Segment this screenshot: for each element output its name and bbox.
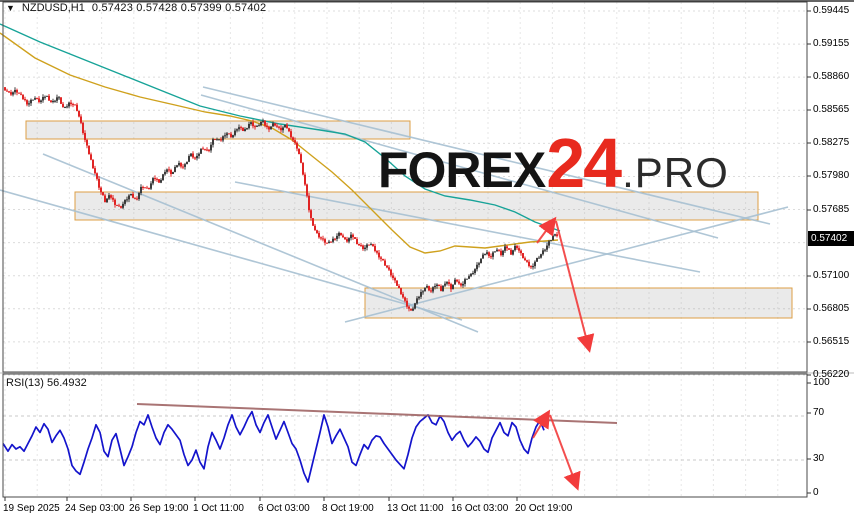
time-axis-label: 24 Sep 03:00 bbox=[65, 503, 125, 514]
symbol-dropdown-icon[interactable]: ▼ bbox=[6, 3, 15, 13]
time-axis-label: 20 Oct 19:00 bbox=[515, 503, 573, 514]
logo-text-pro: .PRO bbox=[622, 149, 729, 196]
forex24-logo: FOREX 24 .PRO bbox=[378, 128, 729, 198]
rsi-axis-label: 30 bbox=[813, 453, 825, 464]
ohlc-quote: 0.57423 0.57428 0.57399 0.57402 bbox=[91, 2, 267, 14]
time-axis-label: 13 Oct 11:00 bbox=[387, 503, 444, 514]
rsi-axis-label: 70 bbox=[813, 407, 825, 418]
price-axis-label: 0.57980 bbox=[813, 170, 850, 181]
time-axis-label: 16 Oct 03:00 bbox=[451, 503, 509, 514]
price-axis-label: 0.56515 bbox=[813, 336, 850, 347]
price-axis-label: 0.56220 bbox=[813, 369, 850, 380]
time-axis-label: 1 Oct 11:00 bbox=[193, 503, 244, 514]
price-axis-label: 0.57685 bbox=[813, 204, 850, 215]
symbol-info: ▼ NZDUSD,H1 0.57423 0.57428 0.57399 0.57… bbox=[6, 2, 266, 14]
price-axis-label: 0.56805 bbox=[813, 303, 850, 314]
time-axis-label: 19 Sep 2025 bbox=[3, 503, 60, 514]
rsi-axis-label: 0 bbox=[813, 487, 819, 498]
rsi-axis-label: 100 bbox=[813, 377, 830, 388]
price-axis-label: 0.59155 bbox=[813, 38, 850, 49]
current-price-badge: 0.57402 bbox=[808, 231, 854, 246]
time-axis-label: 26 Sep 19:00 bbox=[129, 503, 189, 514]
price-axis-label: 0.58275 bbox=[813, 137, 850, 148]
price-axis-label: 0.58860 bbox=[813, 71, 850, 82]
time-axis-label: 8 Oct 19:00 bbox=[322, 503, 374, 514]
symbol-name: NZDUSD,H1 bbox=[21, 2, 85, 14]
time-axis-label: 6 Oct 03:00 bbox=[258, 503, 310, 514]
price-axis-label: 0.58565 bbox=[813, 104, 850, 115]
price-axis-label: 0.57100 bbox=[813, 270, 850, 281]
rsi-indicator-label: RSI(13) 56.4932 bbox=[6, 377, 87, 389]
logo-text-forex: FOREX bbox=[378, 142, 546, 198]
logo-text-24: 24 bbox=[546, 124, 622, 202]
price-axis-label: 0.59445 bbox=[813, 5, 850, 16]
